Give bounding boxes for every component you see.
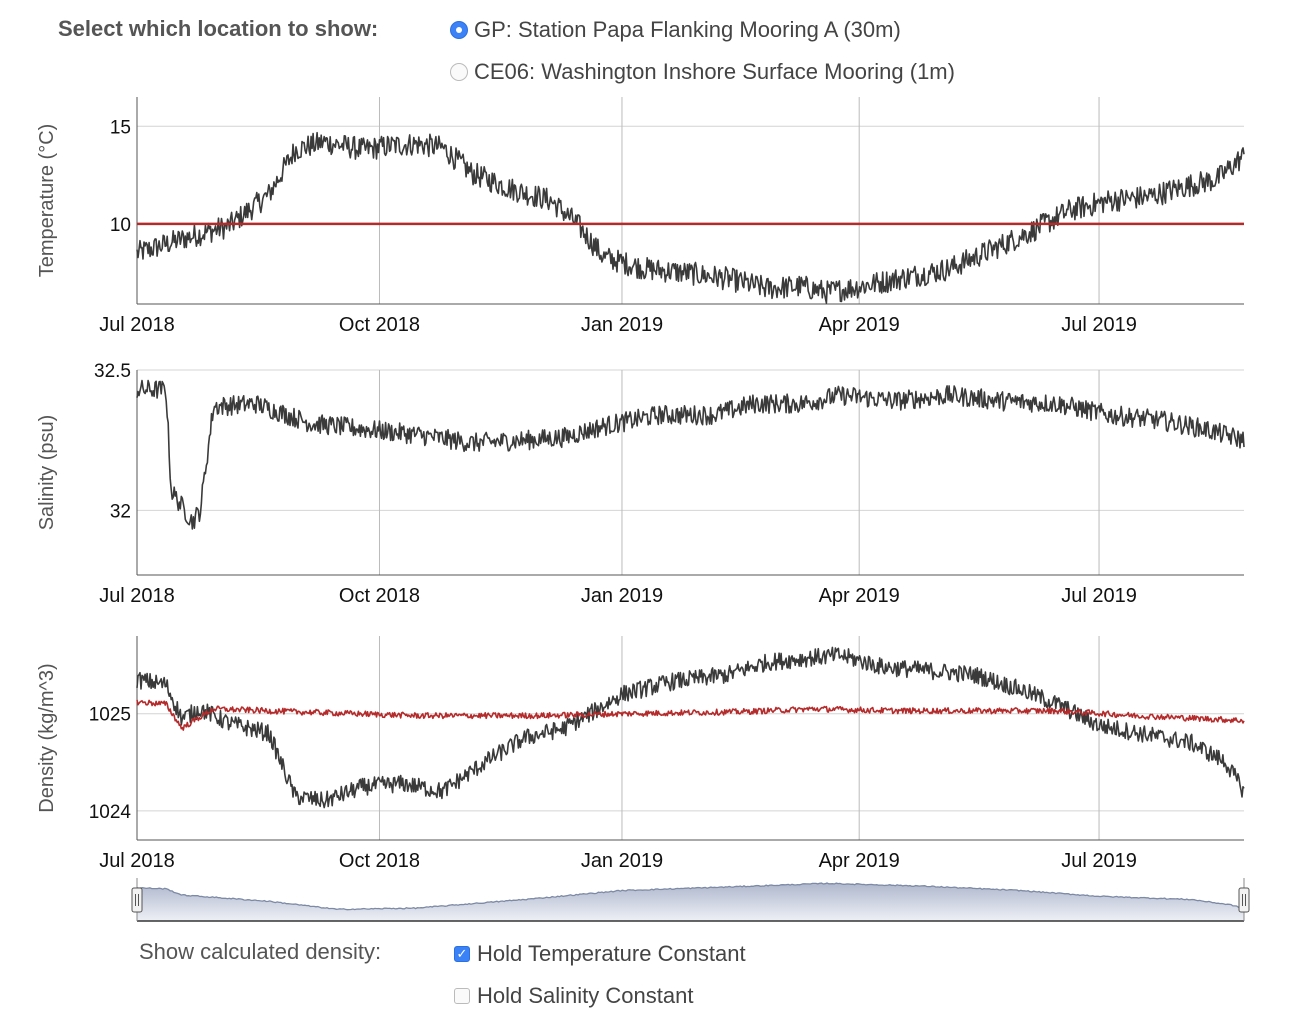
location-option-ce06[interactable]: CE06: Washington Inshore Surface Mooring… [450,59,955,85]
x-tick-label: Apr 2019 [819,850,900,872]
navigator [131,878,1250,922]
x-tick-label: Apr 2019 [819,314,900,336]
x-tick-label: Jul 2018 [99,314,175,336]
x-tick-label: Jan 2019 [581,314,663,336]
x-tick-label: Jul 2018 [99,585,175,607]
hold-salinity-option[interactable]: Hold Salinity Constant [454,983,693,1009]
navigator-left-handle[interactable] [131,887,143,913]
series-line-0 [136,379,1245,530]
checkbox-unchecked-icon[interactable] [454,988,470,1004]
hold-salinity-label[interactable]: Hold Salinity Constant [477,983,694,1008]
series-line-1 [136,699,1245,731]
chart-panel-2: 1024 1025 Jul 2018 Oct 2018 Jan 2019 Apr 2019… [36,636,1245,872]
x-tick-label: Jul 2019 [1061,314,1137,336]
x-tick-label: Oct 2018 [339,585,420,607]
calculated-density-label: Show calculated density: [139,939,382,964]
hold-temperature-label[interactable]: Hold Temperature Constant [477,941,746,966]
y-tick-label: 15 [110,117,131,138]
navigator-right-handle[interactable] [1238,887,1250,913]
x-tick-label: Apr 2019 [819,585,900,607]
chart-panel-0: 10 15 Jul 2018 Oct 2018 Jan 2019 Apr 2019 Jul … [36,97,1245,336]
radio-selected-icon[interactable] [450,21,468,39]
x-tick-label: Jul 2019 [1061,585,1137,607]
x-tick-label: Jul 2019 [1061,850,1137,872]
chart-panel-1: 32 32.5 Jul 2018 Oct 2018 Jan 2019 Apr 2019 Ju… [36,361,1245,607]
series-line-0 [136,131,1245,304]
y-tick-label: 10 [110,215,131,236]
y-tick-label: 1025 [89,705,131,726]
navigator-area [137,883,1244,921]
y-tick-label: 32 [110,501,131,522]
x-tick-label: Jan 2019 [581,850,663,872]
y-tick-label: 32.5 [94,361,131,382]
x-tick-label: Jul 2018 [99,850,175,872]
x-tick-label: Oct 2018 [339,850,420,872]
location-option-gp-label[interactable]: GP: Station Papa Flanking Mooring A (30m… [474,17,901,42]
checkbox-checked-icon[interactable]: ✓ [454,946,470,962]
series-line-0 [136,646,1245,809]
radio-unselected-icon[interactable] [450,63,468,81]
y-axis-title: Temperature (°C) [36,124,58,278]
y-tick-label: 1024 [89,802,132,823]
location-option-ce06-label[interactable]: CE06: Washington Inshore Surface Mooring… [474,59,955,84]
navigator-line [136,882,1245,911]
x-tick-label: Jan 2019 [581,585,663,607]
location-select-label: Select which location to show: [58,16,379,41]
y-axis-title: Density (kg/m^3) [36,663,58,812]
location-option-gp[interactable]: GP: Station Papa Flanking Mooring A (30m… [450,17,901,43]
hold-temperature-option[interactable]: ✓ Hold Temperature Constant [454,941,746,967]
y-axis-title: Salinity (psu) [36,415,58,531]
x-tick-label: Oct 2018 [339,314,420,336]
